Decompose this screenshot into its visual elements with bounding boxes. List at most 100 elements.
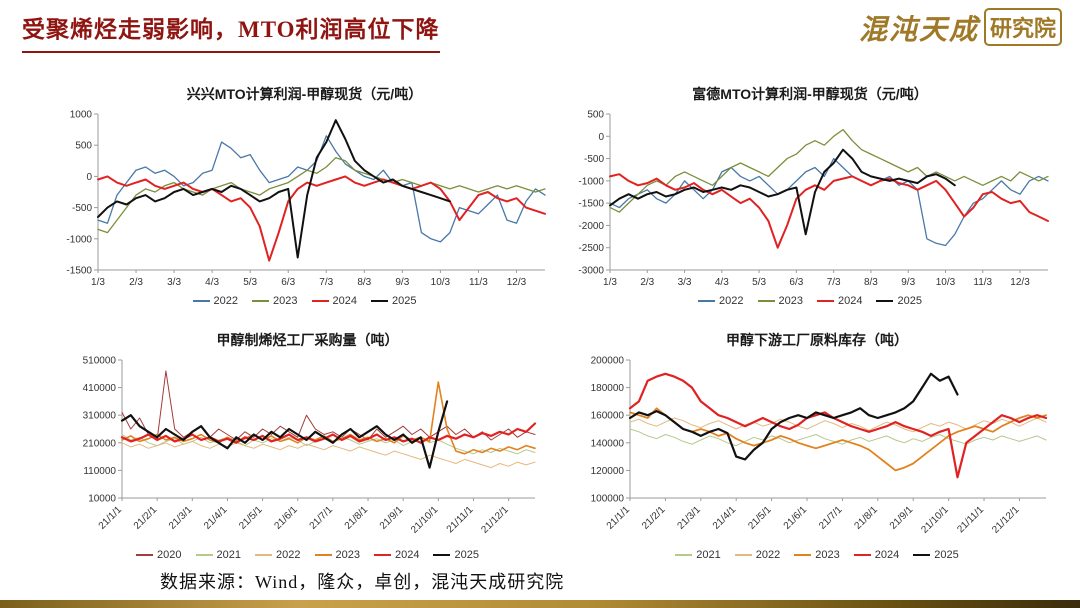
series-line-2024: [609, 173, 1049, 249]
x-tick-label: 6/3: [789, 277, 803, 288]
y-tick-label: 180000: [591, 383, 625, 394]
y-tick-label: -2500: [578, 243, 604, 254]
legend-label-2023: 2023: [815, 549, 840, 561]
series-line-2024: [120, 422, 537, 444]
chart-title: 甲醇制烯烃工厂采购量（吨）: [216, 332, 399, 348]
legend-label-2022: 2022: [213, 295, 239, 307]
y-tick-label: -1500: [66, 266, 92, 277]
y-tick-label: 100000: [591, 494, 625, 505]
x-tick-label: 2/3: [640, 277, 654, 288]
series-line-2024: [628, 372, 1048, 479]
x-tick-label: 21/7/1: [817, 504, 845, 532]
y-tick-label: 0: [598, 132, 604, 143]
legend-swatch-2024: [853, 554, 871, 556]
y-tick-label: -1000: [66, 234, 92, 245]
legend-label-2023: 2023: [273, 295, 298, 307]
legend-item-2025: 2025: [370, 295, 416, 307]
chart-panel-mto-purchase-volume: 甲醇制烯烃工厂采购量（吨） 510000 410000 310000 210000 11…: [70, 330, 545, 561]
x-tick-label: 21/2/1: [132, 504, 160, 532]
series-line-2023: [121, 381, 536, 455]
series-line-2025: [97, 119, 451, 259]
legend-label-2022: 2022: [276, 549, 301, 561]
x-tick-label: 21/1/1: [605, 504, 633, 532]
series-line-2023: [629, 407, 1047, 472]
logo-script-text: 混沌天成: [858, 15, 979, 46]
chart-legend: 2021 2022 2023 2024 2025: [675, 549, 959, 561]
chart-legend: 2020 2021 2022 2023 2024 2025: [136, 549, 479, 561]
legend-swatch-2023: [794, 554, 812, 556]
series-line-2023: [609, 128, 1049, 213]
x-tick-label: 21/12/1: [990, 504, 1022, 536]
x-tick-label: 11/3: [973, 277, 992, 288]
data-source-text: 数据来源：Wind，隆众，卓创，混沌天成研究院: [160, 572, 565, 592]
x-tick-label: 21/5/1: [237, 504, 265, 532]
x-tick-label: 7/3: [827, 277, 841, 288]
y-tick-label: 120000: [591, 466, 625, 477]
y-tick-label: -2000: [578, 221, 604, 232]
legend-swatch-2022: [192, 300, 210, 302]
legend-label-2024: 2024: [332, 295, 357, 307]
legend-item-2022: 2022: [255, 549, 301, 561]
legend-label-2024: 2024: [394, 549, 420, 561]
legend-item-2025: 2025: [913, 549, 959, 561]
series-line-2022: [609, 157, 1049, 247]
x-tick-label: 5/3: [243, 277, 257, 288]
y-tick-label: 310000: [83, 411, 117, 422]
legend-swatch-2024: [373, 554, 391, 556]
y-tick-label: -500: [72, 203, 92, 214]
x-tick-label: 21/11/1: [955, 504, 986, 535]
company-logo: 混沌天成 研究院: [859, 8, 1062, 48]
y-tick-label: 200000: [591, 356, 625, 367]
y-tick-label: 140000: [591, 438, 625, 449]
chart-legend: 2022 2023 2024 2025: [698, 295, 922, 307]
y-tick-label: -500: [584, 154, 604, 165]
legend-label-2023: 2023: [778, 295, 803, 307]
legend-item-2022: 2022: [698, 295, 744, 307]
legend-item-2023: 2023: [314, 549, 360, 561]
y-tick-label: 10000: [88, 494, 116, 505]
legend-item-2023: 2023: [757, 295, 803, 307]
legend-swatch-2023: [252, 300, 270, 302]
x-tick-label: 4/3: [715, 277, 729, 288]
x-tick-label: 21/9/1: [378, 504, 406, 532]
legend-item-2022: 2022: [734, 549, 780, 561]
legend-item-2023: 2023: [252, 295, 298, 307]
x-tick-label: 7/3: [319, 277, 333, 288]
x-tick-label: 21/7/1: [308, 504, 336, 532]
x-tick-label: 21/5/1: [746, 504, 774, 532]
legend-item-2025: 2025: [433, 549, 479, 561]
legend-label-2020: 2020: [157, 549, 182, 561]
legend-item-2021: 2021: [195, 549, 242, 561]
legend-label-2021: 2021: [216, 549, 242, 561]
x-tick-label: 21/10/1: [409, 504, 441, 536]
legend-item-2024: 2024: [373, 549, 420, 561]
chart-canvas-mto-purchase-volume: 510000 410000 310000 210000 110000 1000021/1/…: [83, 356, 537, 536]
series-line-2023: [97, 157, 546, 234]
x-tick-label: 21/8/1: [343, 504, 371, 532]
legend-label-2021: 2021: [696, 549, 721, 561]
legend-swatch-2021: [675, 554, 693, 556]
x-tick-label: 4/3: [205, 277, 219, 288]
x-tick-label: 21/6/1: [272, 504, 300, 532]
y-tick-label: -1000: [578, 176, 604, 187]
chart-panel-fude-mto-profit: 富德MTO计算利润-甲醇现货（元/吨） 500 0 -500 -1000 -1500 -2…: [560, 84, 1060, 307]
legend-swatch-2024: [311, 300, 329, 302]
x-tick-label: 11/3: [469, 277, 488, 288]
chart-title: 甲醇下游工厂原料库存（吨）: [726, 332, 908, 348]
series-line-2020: [121, 370, 536, 441]
x-tick-label: 8/3: [357, 277, 371, 288]
x-tick-label: 9/3: [395, 277, 409, 288]
y-tick-label: 510000: [83, 356, 117, 367]
x-tick-label: 21/6/1: [782, 504, 810, 532]
legend-item-2022: 2022: [192, 295, 239, 307]
x-tick-label: 12/3: [507, 277, 527, 288]
x-tick-label: 21/4/1: [202, 504, 230, 532]
x-tick-label: 21/1/1: [97, 504, 125, 532]
series-line-2021: [629, 428, 1047, 447]
x-tick-label: 8/3: [864, 277, 878, 288]
y-tick-label: 410000: [83, 383, 117, 394]
legend-item-2024: 2024: [817, 295, 862, 307]
